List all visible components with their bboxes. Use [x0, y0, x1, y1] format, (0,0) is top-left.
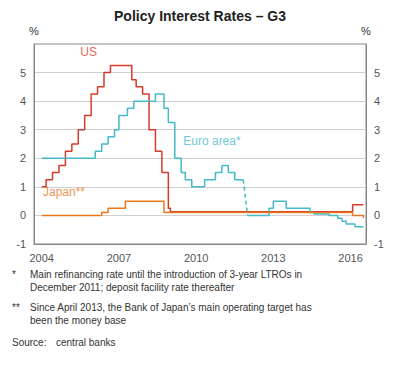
svg-text:2004: 2004 [29, 252, 53, 264]
svg-text:1: 1 [374, 181, 380, 193]
svg-text:Main refinancing rate until th: Main refinancing rate until the introduc… [30, 269, 302, 280]
svg-text:4: 4 [20, 95, 26, 107]
svg-text:Japan**: Japan** [43, 185, 85, 199]
svg-text:5: 5 [20, 67, 26, 79]
svg-text:Policy Interest Rates – G3: Policy Interest Rates – G3 [114, 8, 286, 24]
svg-text:Source:: Source: [12, 337, 46, 348]
svg-text:0: 0 [374, 209, 380, 221]
svg-text:December 2011; deposit facilit: December 2011; deposit facility rate the… [30, 282, 235, 293]
svg-text:US: US [80, 45, 97, 59]
svg-text:been the money base: been the money base [30, 315, 127, 326]
svg-text:0: 0 [20, 209, 26, 221]
svg-text:Euro area*: Euro area* [183, 134, 241, 148]
svg-text:5: 5 [374, 67, 380, 79]
svg-text:*: * [12, 269, 16, 280]
svg-text:2013: 2013 [261, 252, 285, 264]
svg-text:3: 3 [374, 124, 380, 136]
svg-text:2010: 2010 [184, 252, 208, 264]
svg-text:Since April 2013, the Bank of: Since April 2013, the Bank of Japan’s ma… [30, 302, 312, 313]
svg-text:central banks: central banks [56, 337, 115, 348]
svg-text:3: 3 [20, 124, 26, 136]
svg-text:%: % [361, 25, 371, 37]
svg-text:**: ** [12, 302, 20, 313]
svg-text:1: 1 [20, 181, 26, 193]
svg-text:4: 4 [374, 95, 380, 107]
svg-text:2016: 2016 [338, 252, 362, 264]
svg-text:2: 2 [20, 152, 26, 164]
svg-text:-1: -1 [374, 238, 384, 250]
svg-text:2: 2 [374, 152, 380, 164]
svg-text:%: % [29, 25, 39, 37]
svg-text:-1: -1 [16, 238, 26, 250]
svg-text:2007: 2007 [107, 252, 131, 264]
